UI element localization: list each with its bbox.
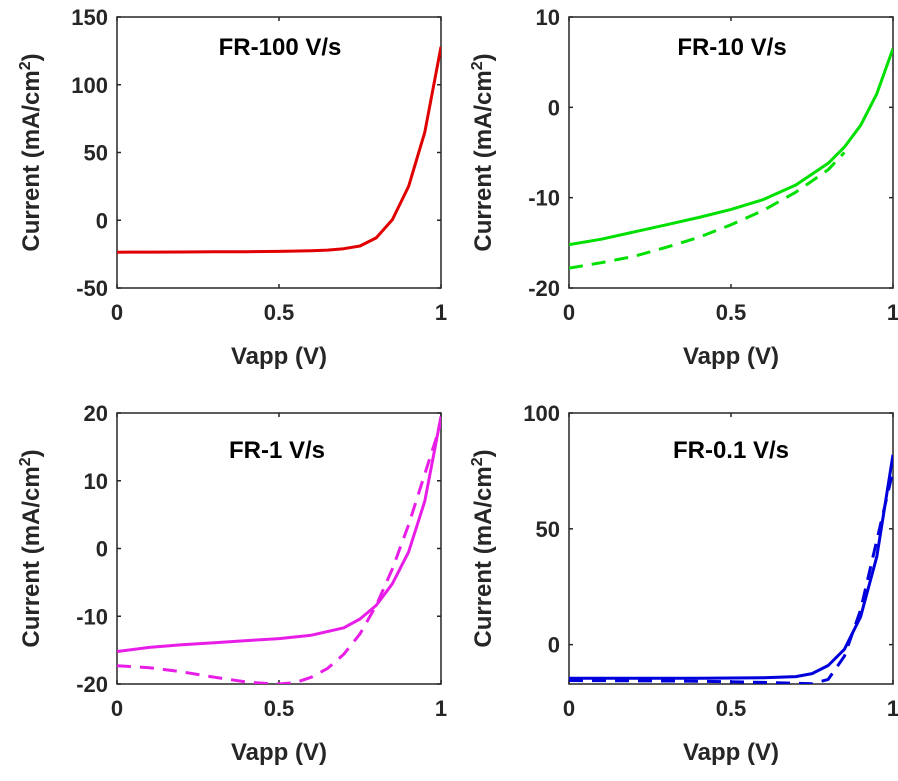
solid-series-line [569, 48, 893, 247]
y-tick-label: 0 [548, 633, 560, 658]
panel-title: FR-100 V/s [219, 34, 342, 61]
y-tick-label: 100 [523, 401, 560, 426]
x-axis-label: Vapp (V) [231, 739, 327, 766]
panel-title: FR-1 V/s [229, 437, 325, 464]
x-tick-label: 0 [111, 300, 123, 325]
y-tick-label: 10 [536, 5, 560, 30]
x-tick-label: 1 [435, 696, 447, 721]
chart-panel-3: 0 0.5 1 -20 -10 0 10 20 Vapp (V) Current (mA/cm2)… [17, 401, 447, 766]
x-tick-label: 0 [111, 696, 123, 721]
x-tick-label: 0.5 [264, 696, 295, 721]
y-axis-label: Current (mA/cm2) [17, 449, 45, 647]
y-tick-label: 50 [536, 517, 560, 542]
y-tick-label: -10 [528, 186, 560, 211]
solid-series-line [117, 416, 441, 653]
x-axis-label: Vapp (V) [231, 343, 327, 370]
x-tick-label: 0.5 [716, 696, 747, 721]
y-tick-label: 10 [84, 469, 108, 494]
solid-series-line [569, 454, 893, 680]
y-tick-label: 0 [96, 537, 108, 562]
y-axis-label: Current (mA/cm2) [17, 53, 45, 251]
dashed-series-line [117, 422, 441, 684]
y-tick-label: 20 [84, 401, 108, 426]
dashed-series-line [569, 151, 846, 270]
solid-series-line [117, 46, 441, 254]
y-tick-label: 150 [71, 5, 108, 30]
x-tick-label: 1 [435, 300, 447, 325]
x-tick-label: 0.5 [716, 300, 747, 325]
panel-title: FR-10 V/s [677, 34, 786, 61]
chart-panel-4: 0 0.5 1 0 50 100 Vapp (V) Current (mA/cm2) FR-0.… [469, 401, 898, 766]
x-tick-label: 0.5 [264, 300, 295, 325]
y-axis-label: Current (mA/cm2) [469, 449, 497, 647]
y-tick-label: -20 [76, 672, 108, 697]
y-tick-label: 50 [84, 141, 108, 166]
y-tick-label: -20 [528, 276, 560, 301]
y-tick-label: 0 [96, 208, 108, 233]
y-axis-label: Current (mA/cm2) [469, 53, 497, 251]
x-axis-label: Vapp (V) [683, 343, 779, 370]
dashed-series-line [569, 470, 893, 684]
x-tick-label: 0 [563, 696, 575, 721]
y-tick-label: 100 [71, 73, 108, 98]
x-tick-label: 0 [563, 300, 575, 325]
x-axis-label: Vapp (V) [683, 739, 779, 766]
x-tick-label: 1 [887, 300, 898, 325]
panel-title: FR-0.1 V/s [673, 437, 789, 464]
x-tick-label: 1 [887, 696, 898, 721]
chart-panel-2: 0 0.5 1 -20 -10 0 10 Vapp (V) Current (mA/cm2) FR… [469, 5, 898, 370]
y-tick-label: -10 [76, 604, 108, 629]
y-tick-label: 0 [548, 95, 560, 120]
y-tick-label: -50 [76, 276, 108, 301]
